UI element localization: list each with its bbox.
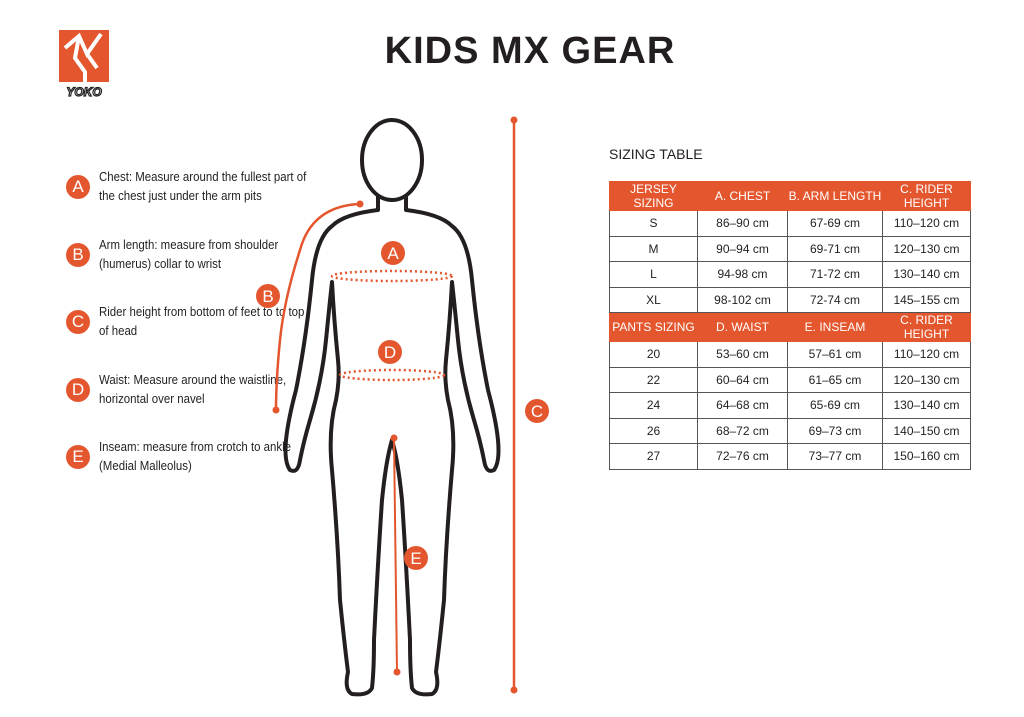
table-cell: 22: [609, 366, 698, 393]
table-cell: 69-71 cm: [787, 235, 883, 262]
table-cell: 20: [609, 341, 698, 368]
header-cell: C. RIDER HEIGHT: [882, 181, 971, 211]
label-e-badge: [404, 546, 428, 570]
label-d: D: [384, 343, 396, 362]
table-cell: 150–160 cm: [882, 443, 971, 470]
table-cell: 98-102 cm: [697, 286, 788, 313]
table-caption: SIZING TABLE: [609, 146, 703, 162]
chest-measure: [330, 269, 454, 283]
label-b-badge: [256, 284, 280, 308]
svg-text:YOKO: YOKO: [66, 85, 102, 99]
table-row: 20 53–60 cm 57–61 cm 110–120 cm: [609, 341, 971, 368]
arm-measure: [274, 202, 361, 411]
table-cell: 73–77 cm: [787, 443, 883, 470]
table-cell: 27: [609, 443, 698, 470]
table-cell: 71-72 cm: [787, 261, 883, 288]
table-cell: L: [609, 261, 698, 288]
table-cell: 110–120 cm: [882, 341, 971, 368]
badge-e: E: [66, 445, 90, 469]
label-d-badge: [378, 340, 402, 364]
badge-c: C: [66, 310, 90, 334]
waist-measure: [338, 368, 446, 382]
table-cell: 94-98 cm: [697, 261, 788, 288]
measure-lines: [272, 116, 518, 694]
table-cell: 90–94 cm: [697, 235, 788, 262]
table-row: S 86–90 cm 67-69 cm 110–120 cm: [609, 210, 971, 237]
legend-item-inseam: E Inseam: measure from crotch to ankle (…: [66, 439, 306, 485]
header-cell: D. WAIST: [697, 312, 788, 342]
table-cell: 61–65 cm: [787, 366, 883, 393]
table-cell: M: [609, 235, 698, 262]
table-cell: 53–60 cm: [697, 341, 788, 368]
legend-text: Waist: Measure around the waistline, hor…: [99, 372, 287, 406]
label-c: C: [531, 402, 543, 421]
table-cell: 57–61 cm: [787, 341, 883, 368]
table-cell: 120–130 cm: [882, 235, 971, 262]
legend-text: Rider height from bottom of feet to to t…: [99, 304, 305, 338]
header-cell: A. CHEST: [697, 181, 788, 211]
table-row: 26 68–72 cm 69–73 cm 140–150 cm: [609, 417, 971, 444]
legend-text: Chest: Measure around the fullest part o…: [99, 169, 307, 203]
table-row: XL 98-102 cm 72-74 cm 145–155 cm: [609, 286, 971, 313]
table-cell: 72-74 cm: [787, 286, 883, 313]
table-cell: 64–68 cm: [697, 392, 788, 419]
legend-item-chest: A Chest: Measure around the fullest part…: [66, 169, 306, 215]
header-cell: JERSEY SIZING: [609, 181, 698, 211]
legend-text: Arm length: measure from shoulder (humer…: [99, 237, 279, 271]
table-row: 27 72–76 cm 73–77 cm 150–160 cm: [609, 443, 971, 470]
label-b: B: [262, 287, 273, 306]
header-cell: PANTS SIZING: [609, 312, 698, 342]
body-silhouette: [283, 118, 501, 697]
table-cell: 65-69 cm: [787, 392, 883, 419]
legend-item-arm: B Arm length: measure from shoulder (hum…: [66, 237, 306, 283]
inseam-measure: [393, 437, 398, 673]
legend-item-height: C Rider height from bottom of feet to to…: [66, 304, 306, 350]
table-row: 22 60–64 cm 61–65 cm 120–130 cm: [609, 366, 971, 393]
table-cell: 72–76 cm: [697, 443, 788, 470]
table-cell: 120–130 cm: [882, 366, 971, 393]
sizing-table: JERSEY SIZING A. CHEST B. ARM LENGTH C. RID…: [609, 181, 971, 470]
header-cell: B. ARM LENGTH: [787, 181, 883, 211]
header-cell: E. INSEAM: [787, 312, 883, 342]
legend-text: Inseam: measure from crotch to ankle (Me…: [99, 439, 292, 473]
table-row: 24 64–68 cm 65-69 cm 130–140 cm: [609, 392, 971, 419]
label-a: A: [387, 244, 399, 263]
table-cell: 110–120 cm: [882, 210, 971, 237]
table-cell: 130–140 cm: [882, 261, 971, 288]
table-cell: 145–155 cm: [882, 286, 971, 313]
page-title: KIDS MX GEAR: [384, 30, 676, 72]
jersey-header-row: JERSEY SIZING A. CHEST B. ARM LENGTH C. RID…: [609, 181, 971, 211]
label-c-badge: [525, 399, 549, 423]
badge-d: D: [66, 378, 90, 402]
table-cell: XL: [609, 286, 698, 313]
label-a-badge: [381, 241, 405, 265]
table-cell: 68–72 cm: [697, 417, 788, 444]
yoko-logo: YOKO: [57, 28, 111, 100]
badge-a: A: [66, 175, 90, 199]
table-cell: 24: [609, 392, 698, 419]
table-cell: 60–64 cm: [697, 366, 788, 393]
badge-b: B: [66, 243, 90, 267]
table-cell: 130–140 cm: [882, 392, 971, 419]
table-cell: 86–90 cm: [697, 210, 788, 237]
table-row: M 90–94 cm 69-71 cm 120–130 cm: [609, 235, 971, 262]
table-cell: 69–73 cm: [787, 417, 883, 444]
label-e: E: [410, 549, 421, 568]
table-cell: 140–150 cm: [882, 417, 971, 444]
table-cell: S: [609, 210, 698, 237]
table-cell: 26: [609, 417, 698, 444]
table-row: L 94-98 cm 71-72 cm 130–140 cm: [609, 261, 971, 288]
header-cell: C. RIDER HEIGHT: [882, 312, 971, 342]
pants-header-row: PANTS SIZING D. WAIST E. INSEAM C. RIDER HE…: [609, 312, 971, 342]
legend-item-waist: D Waist: Measure around the waistline, h…: [66, 372, 306, 418]
table-cell: 67-69 cm: [787, 210, 883, 237]
